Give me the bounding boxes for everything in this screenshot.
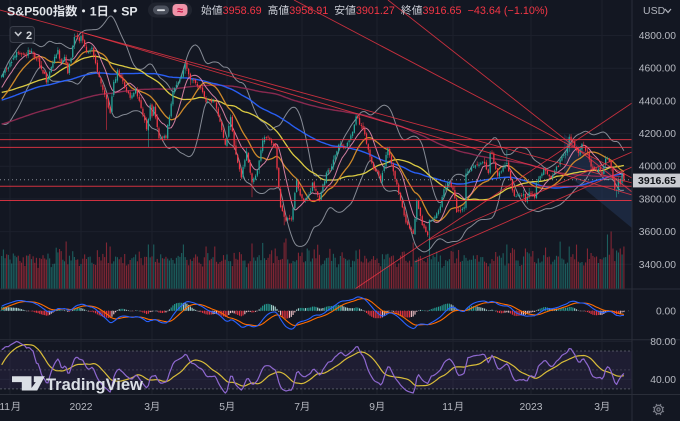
svg-text:7: 7: [294, 402, 300, 413]
svg-text:5: 5: [219, 402, 225, 413]
svg-text:3958.69: 3958.69: [223, 5, 262, 17]
svg-text:4400.00: 4400.00: [639, 96, 676, 107]
svg-text:9: 9: [369, 402, 375, 413]
svg-text:SP: SP: [121, 5, 137, 19]
svg-text:40.00: 40.00: [650, 375, 676, 386]
svg-text:4600.00: 4600.00: [639, 64, 676, 75]
svg-text:3800.00: 3800.00: [639, 194, 676, 205]
svg-text:2022: 2022: [70, 402, 93, 413]
svg-text:11: 11: [442, 402, 453, 413]
svg-text:3916.65: 3916.65: [638, 175, 676, 187]
svg-text:11: 11: [0, 402, 10, 413]
svg-text:4200.00: 4200.00: [639, 129, 676, 140]
svg-text:TradingView: TradingView: [46, 376, 143, 394]
svg-text:USD: USD: [643, 5, 666, 17]
svg-text:3958.91: 3958.91: [289, 5, 328, 17]
svg-text:2: 2: [26, 30, 32, 42]
svg-text:80.00: 80.00: [650, 337, 676, 348]
svg-text:3901.27: 3901.27: [356, 5, 395, 17]
svg-text:4000.00: 4000.00: [639, 162, 676, 173]
svg-text:3600.00: 3600.00: [639, 227, 676, 238]
svg-text:−43.64 (−1.10%): −43.64 (−1.10%): [468, 5, 548, 17]
svg-text:3916.65: 3916.65: [423, 5, 462, 17]
svg-text:2023: 2023: [520, 402, 543, 413]
svg-text:3: 3: [594, 402, 600, 413]
svg-text:3400.00: 3400.00: [639, 260, 676, 271]
svg-text:≈: ≈: [177, 5, 183, 17]
svg-text:0.00: 0.00: [656, 306, 676, 317]
svg-text:3: 3: [144, 402, 150, 413]
svg-text:1: 1: [90, 5, 97, 19]
svg-text:S&P500: S&P500: [7, 5, 53, 19]
svg-text:4800.00: 4800.00: [639, 31, 676, 42]
